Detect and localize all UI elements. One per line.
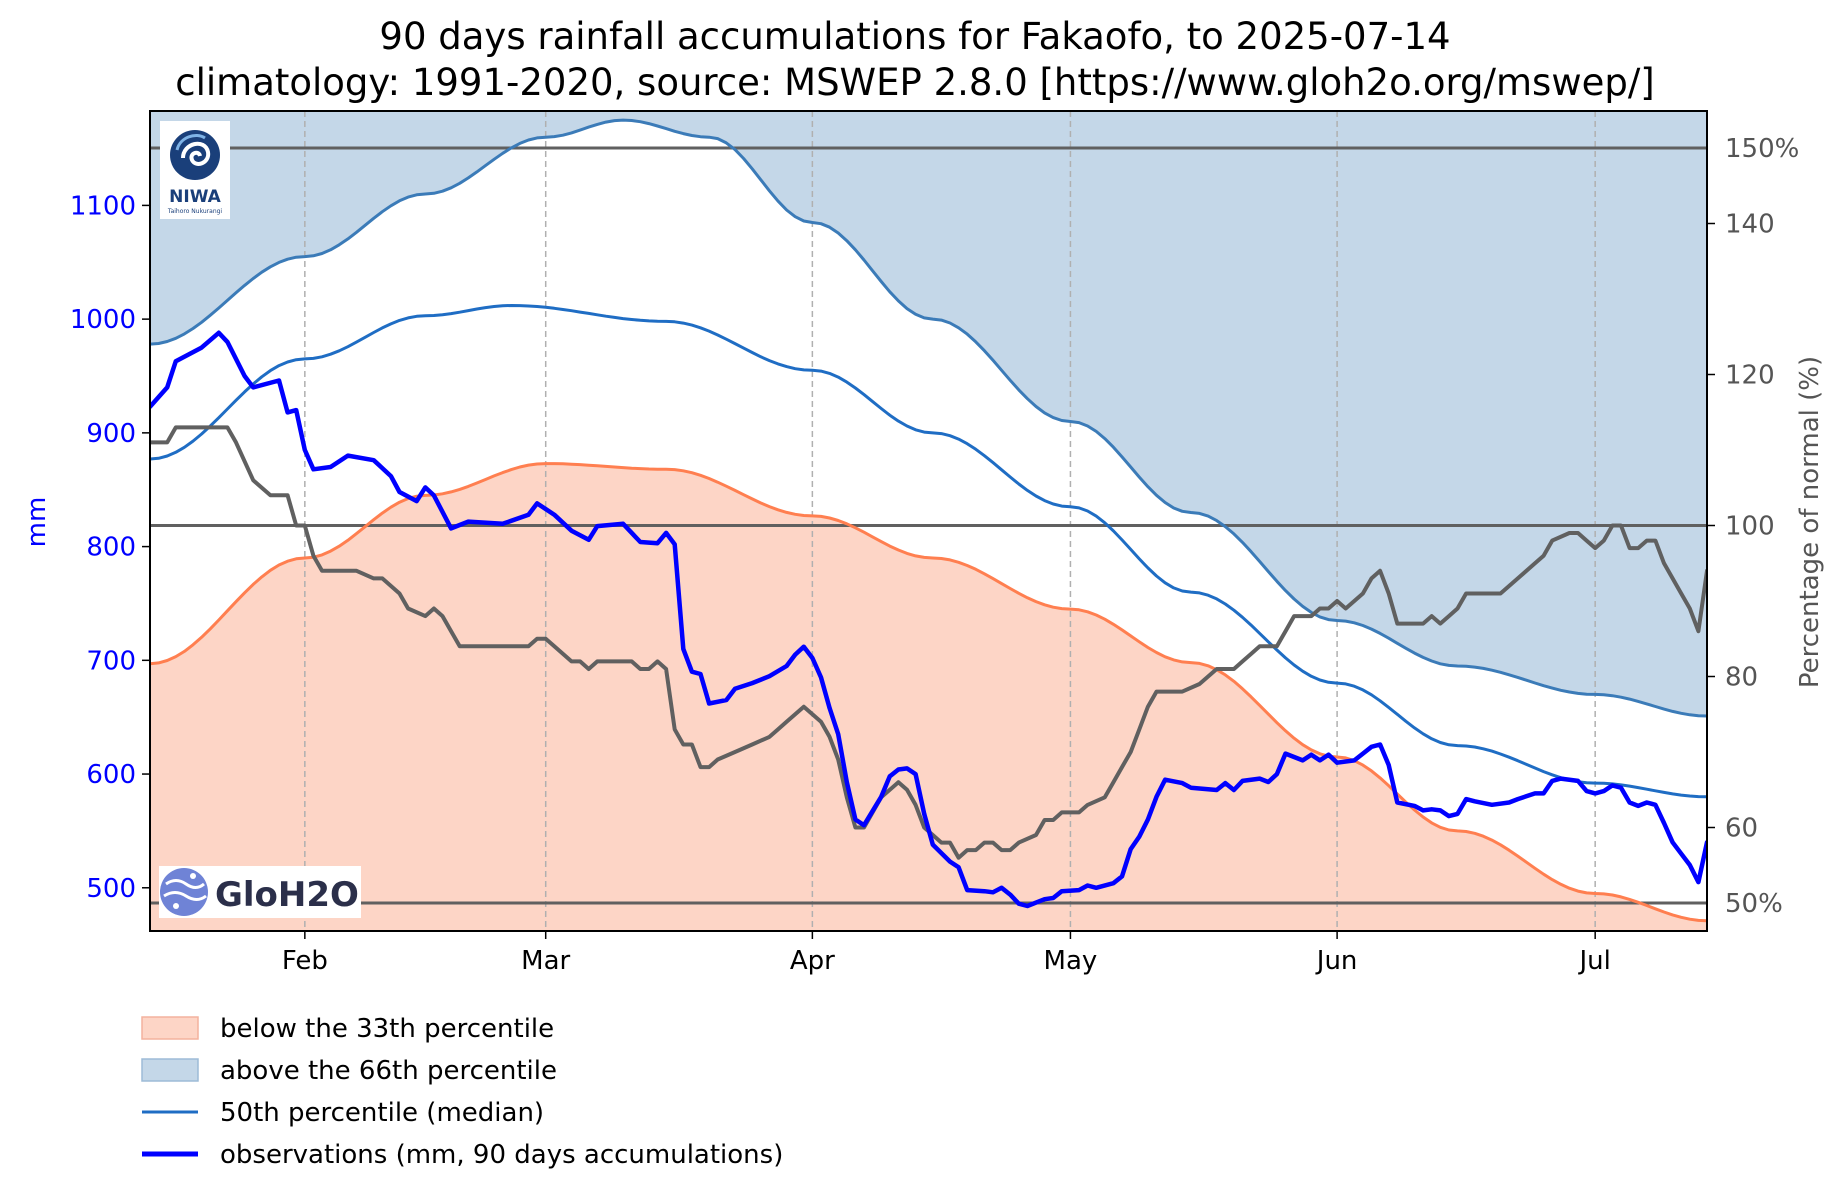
legend: below the 33th percentile above the 66th … <box>141 1014 783 1170</box>
reference-lines <box>150 146 1707 905</box>
y-left-tick-label: 700 <box>86 646 136 676</box>
y-right-tick-label: 140 <box>1725 210 1775 240</box>
below-33rd-percentile-area <box>150 463 1707 931</box>
x-tick-label-apr: Apr <box>790 946 835 976</box>
niwa-swirl-icon <box>170 130 220 180</box>
y-left-tick-label: 800 <box>86 533 136 563</box>
median-line <box>150 304 1707 799</box>
y-left-tick-label: 500 <box>86 874 136 904</box>
percent-of-normal-line <box>150 425 1707 860</box>
x-axis: Feb Mar Apr May Jun Jul <box>282 931 1611 976</box>
legend-label-0: below the 33th percentile <box>220 1014 554 1044</box>
legend-label-2: 50th percentile (median) <box>220 1098 544 1128</box>
legend-swatch-1 <box>141 1058 199 1082</box>
legend-label-3: observations (mm, 90 days accumulations) <box>220 1140 783 1170</box>
x-tick-label-jun: Jun <box>1315 946 1358 976</box>
legend-label-1: above the 66th percentile <box>220 1056 557 1086</box>
left-y-axis: 500 600 700 800 900 1000 1100 <box>70 191 150 904</box>
y-left-tick-label: 1000 <box>70 305 136 335</box>
x-tick-label-jul: Jul <box>1577 946 1610 976</box>
y-left-tick-label: 1100 <box>70 191 136 221</box>
right-y-axis: 60 80 100 120 140 50% 150% <box>1707 134 1799 919</box>
y-right-tick-label: 120 <box>1725 361 1775 391</box>
x-tick-label-mar: Mar <box>521 946 570 976</box>
y-left-tick-label: 600 <box>86 760 136 790</box>
gloh2o-globe-icon <box>160 868 208 916</box>
niwa-logo: NIWA Taihoro Nukurangi <box>160 121 230 219</box>
gloh2o-logo: GloH2O <box>159 866 361 918</box>
chart-title: 90 days rainfall accumulations for Fakao… <box>379 15 1450 58</box>
percentile-66-line <box>150 118 1707 718</box>
chart-subtitle: climatology: 1991-2020, source: MSWEP 2.… <box>175 61 1654 104</box>
x-tick-label-feb: Feb <box>282 946 328 976</box>
y-right-tick-label: 100 <box>1725 512 1775 542</box>
reference-label-50: 50% <box>1725 889 1783 919</box>
series-lines <box>150 118 1707 923</box>
niwa-logo-text: NIWA <box>169 187 222 207</box>
legend-swatch-0 <box>141 1016 199 1040</box>
right-axis-label: Percentage of normal (%) <box>1795 356 1825 688</box>
plot-frame <box>149 110 1708 932</box>
observations-line <box>150 330 1707 909</box>
left-axis-label: mm <box>22 497 52 548</box>
gloh2o-logo-text: GloH2O <box>215 875 359 915</box>
y-right-tick-label: 60 <box>1725 814 1758 844</box>
niwa-logo-subtext: Taihoro Nukurangi <box>167 208 223 215</box>
percentile-fills <box>150 111 1707 931</box>
y-left-tick-label: 900 <box>86 419 136 449</box>
above-66th-percentile-area <box>150 111 1707 716</box>
y-right-tick-label: 80 <box>1725 663 1758 693</box>
x-tick-label-may: May <box>1044 946 1098 976</box>
reference-label-150: 150% <box>1725 134 1799 164</box>
